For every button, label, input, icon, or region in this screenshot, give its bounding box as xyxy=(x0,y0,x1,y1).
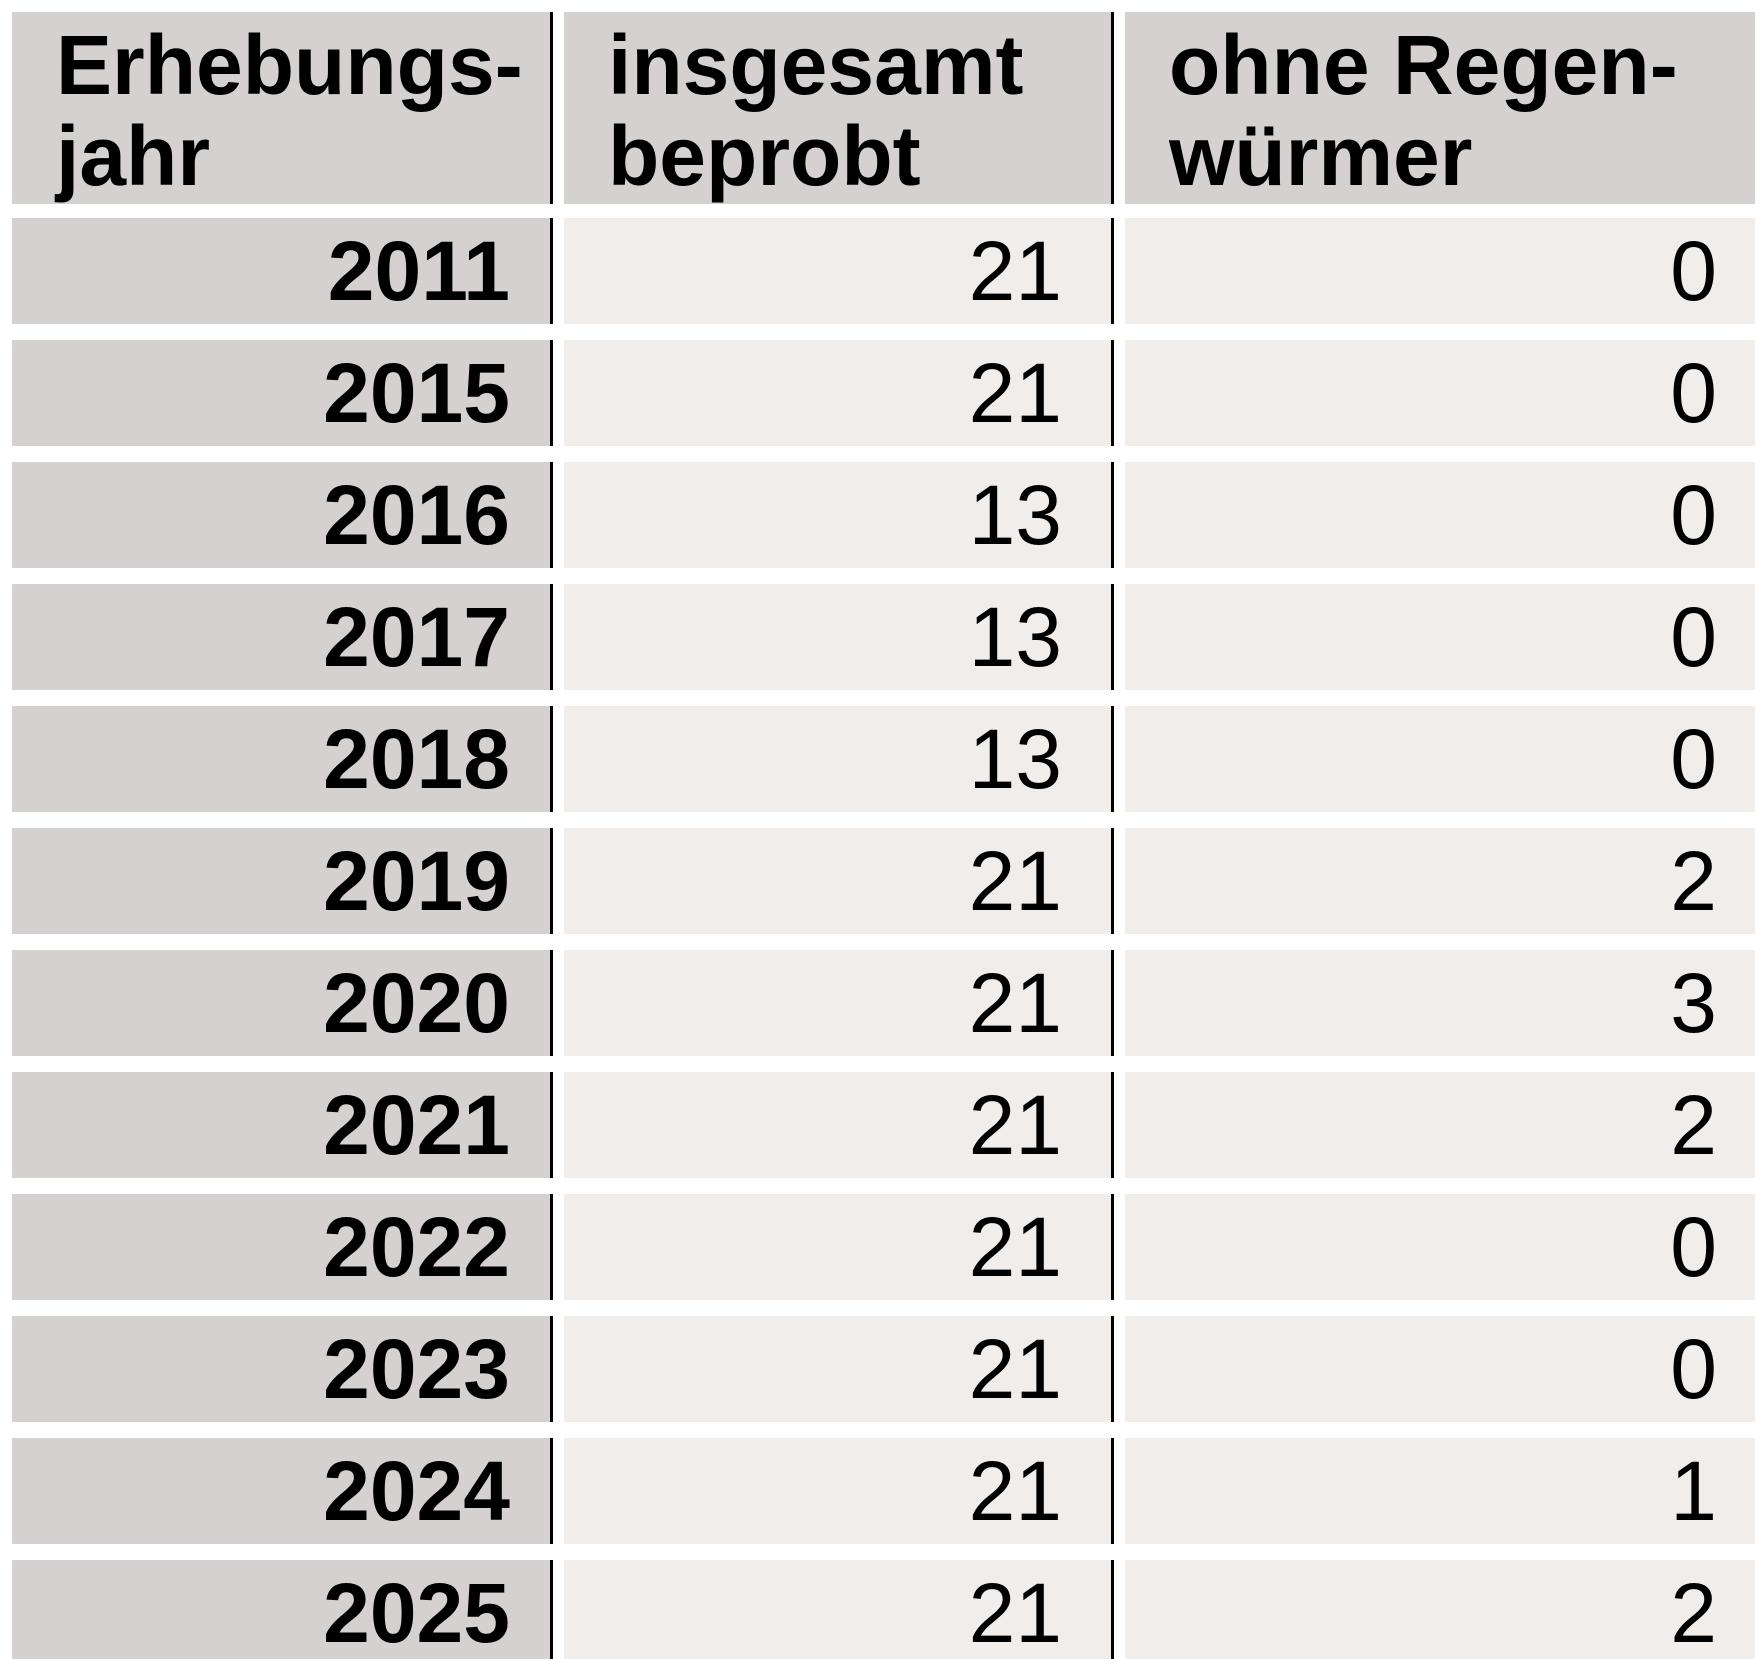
sampled-cell: 21 xyxy=(564,1194,1114,1300)
table-row: 2020 21 3 xyxy=(12,950,1757,1056)
sampled-cell: 21 xyxy=(564,1438,1114,1544)
year-cell: 2022 xyxy=(12,1194,553,1300)
table-row: 2016 13 0 xyxy=(12,462,1757,568)
sampled-cell: 21 xyxy=(564,1560,1114,1659)
without-earthworms-cell: 0 xyxy=(1125,706,1755,812)
year-cell: 2025 xyxy=(12,1560,553,1659)
table-row: 2011 21 0 xyxy=(12,218,1757,324)
sampled-cell: 13 xyxy=(564,706,1114,812)
year-cell: 2024 xyxy=(12,1438,553,1544)
header-erhebungsjahr-line1: Erhebungs- xyxy=(56,18,523,112)
table-row: 2018 13 0 xyxy=(12,706,1757,812)
year-cell: 2011 xyxy=(12,218,553,324)
header-erhebungsjahr-line2: jahr xyxy=(56,109,211,203)
without-earthworms-cell: 0 xyxy=(1125,218,1755,324)
sampled-cell: 21 xyxy=(564,1316,1114,1422)
year-cell: 2016 xyxy=(12,462,553,568)
table-row: 2024 21 1 xyxy=(12,1438,1757,1544)
without-earthworms-cell: 3 xyxy=(1125,950,1755,1056)
header-ohne-regenwuermer-line2: würmer xyxy=(1169,109,1473,203)
without-earthworms-cell: 2 xyxy=(1125,828,1755,934)
sampled-cell: 21 xyxy=(564,340,1114,446)
table-body: 2011 21 0 2015 21 0 2016 13 0 2017 13 0 xyxy=(12,218,1757,1659)
header-insgesamt-beprobt-line1: insgesamt xyxy=(608,18,1024,112)
sampled-cell: 21 xyxy=(564,950,1114,1056)
sampled-cell: 13 xyxy=(564,462,1114,568)
without-earthworms-cell: 0 xyxy=(1125,584,1755,690)
year-cell: 2015 xyxy=(12,340,553,446)
year-cell: 2021 xyxy=(12,1072,553,1178)
header-ohne-regenwuermer: ohne Regen- würmer xyxy=(1125,12,1755,204)
without-earthworms-cell: 0 xyxy=(1125,462,1755,568)
sampled-cell: 21 xyxy=(564,1072,1114,1178)
header-insgesamt-beprobt: insgesamt beprobt xyxy=(564,12,1114,204)
table-row: 2021 21 2 xyxy=(12,1072,1757,1178)
year-cell: 2019 xyxy=(12,828,553,934)
year-cell: 2017 xyxy=(12,584,553,690)
sampled-cell: 13 xyxy=(564,584,1114,690)
table-header-row: Erhebungs- jahr insgesamt beprobt ohne R… xyxy=(12,12,1757,204)
header-erhebungsjahr: Erhebungs- jahr xyxy=(12,12,553,204)
sampled-cell: 21 xyxy=(564,218,1114,324)
year-cell: 2023 xyxy=(12,1316,553,1422)
table-row: 2023 21 0 xyxy=(12,1316,1757,1422)
without-earthworms-cell: 2 xyxy=(1125,1072,1755,1178)
without-earthworms-cell: 0 xyxy=(1125,1316,1755,1422)
table-row: 2015 21 0 xyxy=(12,340,1757,446)
sampled-cell: 21 xyxy=(564,828,1114,934)
header-ohne-regenwuermer-line1: ohne Regen- xyxy=(1169,18,1678,112)
without-earthworms-cell: 1 xyxy=(1125,1438,1755,1544)
table-row: 2019 21 2 xyxy=(12,828,1757,934)
without-earthworms-cell: 0 xyxy=(1125,340,1755,446)
table-row: 2022 21 0 xyxy=(12,1194,1757,1300)
year-cell: 2018 xyxy=(12,706,553,812)
year-cell: 2020 xyxy=(12,950,553,1056)
without-earthworms-cell: 2 xyxy=(1125,1560,1755,1659)
table-row: 2025 21 2 xyxy=(12,1560,1757,1659)
survey-table: Erhebungs- jahr insgesamt beprobt ohne R… xyxy=(12,12,1757,1659)
header-insgesamt-beprobt-line2: beprobt xyxy=(608,109,921,203)
table-row: 2017 13 0 xyxy=(12,584,1757,690)
without-earthworms-cell: 0 xyxy=(1125,1194,1755,1300)
